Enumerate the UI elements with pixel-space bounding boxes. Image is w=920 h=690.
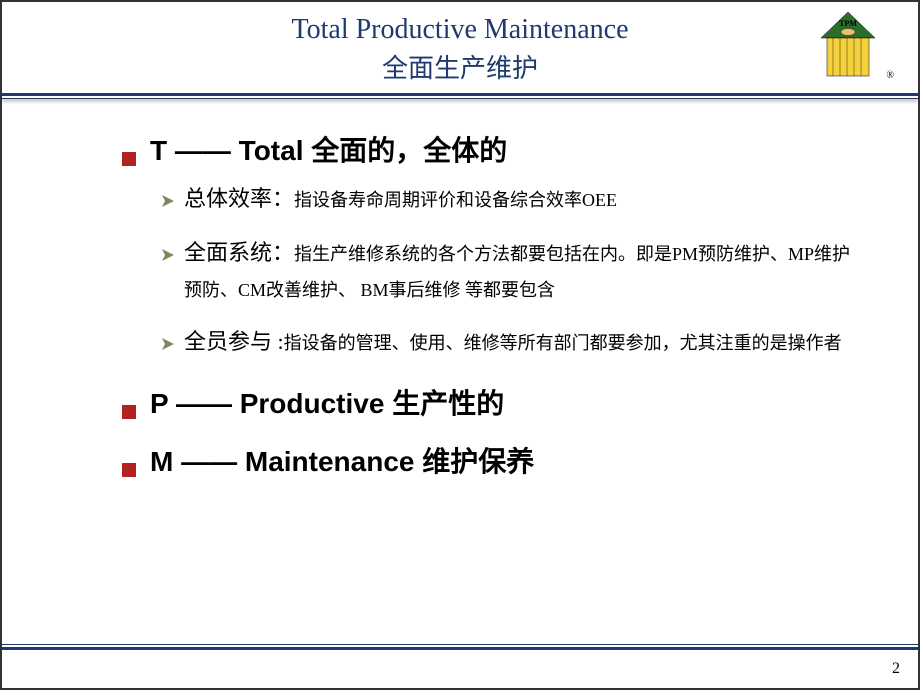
sub-item-text: 总体效率：指设备寿命周期评价和设备综合效率OEE (184, 179, 617, 219)
square-bullet-icon (122, 405, 136, 419)
list-item: T —— Total 全面的，全体的 (122, 129, 858, 169)
registered-mark: ® (886, 70, 894, 81)
footer-divider (2, 644, 918, 650)
title-english: Total Productive Maintenance (2, 14, 918, 46)
square-bullet-icon (122, 463, 136, 477)
svg-text:TPM: TPM (839, 19, 857, 28)
main-item-text: P —— Productive 生产性的 (150, 382, 504, 422)
list-item: P —— Productive 生产性的 (122, 382, 858, 422)
sub-item: 全面系统：指生产维修系统的各个方法都要包括在内。即是PM预防维护、MP维护预防、… (162, 233, 858, 309)
arrow-bullet-icon (162, 189, 174, 201)
main-item-text: T —— Total 全面的，全体的 (150, 129, 507, 169)
title-chinese: 全面生产维护 (2, 48, 918, 85)
header-divider (2, 93, 918, 99)
sub-item-text: 全面系统：指生产维修系统的各个方法都要包括在内。即是PM预防维护、MP维护预防、… (184, 233, 858, 309)
sub-list: 总体效率：指设备寿命周期评价和设备综合效率OEE 全面系统：指生产维修系统的各个… (162, 179, 858, 362)
arrow-bullet-icon (162, 332, 174, 344)
square-bullet-icon (122, 152, 136, 166)
sub-item: 总体效率：指设备寿命周期评价和设备综合效率OEE (162, 179, 858, 219)
slide-container: Total Productive Maintenance 全面生产维护 TPM … (0, 0, 920, 690)
tpm-logo-icon: TPM (813, 10, 883, 82)
page-number: 2 (892, 660, 900, 678)
header: Total Productive Maintenance 全面生产维护 TPM … (2, 2, 918, 99)
sub-item-text: 全员参与 :指设备的管理、使用、维修等所有部门都要参加，尤其注重的是操作者 (184, 322, 842, 362)
list-item: M —— Maintenance 维护保养 (122, 440, 858, 480)
main-item-text: M —— Maintenance 维护保养 (150, 440, 534, 480)
content-area: T —— Total 全面的，全体的 总体效率：指设备寿命周期评价和设备综合效率… (2, 99, 918, 480)
sub-item: 全员参与 :指设备的管理、使用、维修等所有部门都要参加，尤其注重的是操作者 (162, 322, 858, 362)
arrow-bullet-icon (162, 243, 174, 255)
